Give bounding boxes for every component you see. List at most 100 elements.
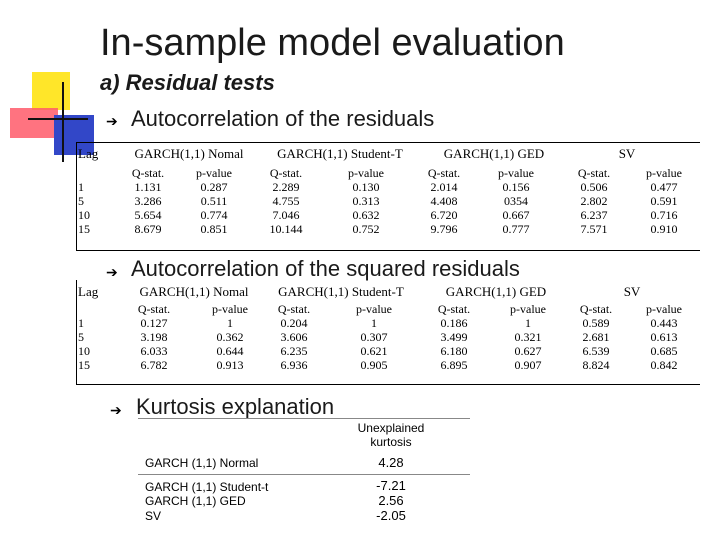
bullet-arrow-icon: ➔ [106,264,118,280]
value-cell: 2.802 [580,194,608,208]
lag-cell: 5 [78,330,84,344]
subheader-cell: p-value [196,166,232,180]
value-cell: 2.681 [582,330,610,344]
value-cell: 6.033 [140,344,168,358]
value-cell: 0.613 [650,330,678,344]
value-cell: 3.499 [440,330,468,344]
kurtosis-model-label: GARCH (1,1) Student-t [145,480,269,494]
decor-vertical-line [62,82,64,162]
value-cell: 1 [227,316,233,330]
value-cell: 7.046 [272,208,300,222]
value-cell: 0.321 [514,330,542,344]
kurtosis-divider [138,474,470,475]
table-row: 15 8.679 0.851 10.144 0.752 9.796 0.777 7.571 0.… [76,222,700,236]
subheader-row: Q-stat. p-value Q-stat. p-value Q-stat. p-val… [76,166,700,180]
value-cell: 0.130 [352,180,380,194]
table-row: 1 0.127 1 0.204 1 0.186 1 0.589 0.443 [76,316,700,330]
lag-cell: 1 [78,316,84,330]
lag-cell: 15 [78,222,90,236]
value-cell: 3.198 [140,330,168,344]
bullet-kurtosis: Kurtosis explanation [136,394,335,419]
kurtosis-value: 2.56 [378,493,404,508]
value-cell: 9.796 [430,222,458,236]
value-cell: 0.511 [200,194,228,208]
value-cell: 0.910 [650,222,678,236]
value-cell: 7.571 [580,222,608,236]
table-row: 15 6.782 0.913 6.936 0.905 6.895 0.907 8.824 0.8… [76,358,700,372]
table-left-rule [76,280,77,385]
bullet-arrow-icon: ➔ [106,113,118,129]
kurtosis-value: 4.28 [378,455,404,470]
lag-cell: 10 [78,344,90,358]
subheader-cell: Q-stat. [137,302,171,316]
squared-residuals-table: Lag GARCH(1,1) Nomal GARCH(1,1) Student-… [76,280,700,386]
model-header: GARCH(1,1) Nomal [134,146,244,161]
model-header: GARCH(1,1) GED [445,284,547,299]
value-cell: 2.289 [272,180,300,194]
subheader-cell: p-value [646,302,682,316]
value-cell: 0.907 [514,358,542,372]
value-cell: 0.644 [216,344,244,358]
subheader-cell: Q-stat. [427,166,461,180]
table-row: 1 1.131 0.287 2.289 0.130 2.014 0.156 0.506 0.47… [76,180,700,194]
value-cell: 0.774 [200,208,228,222]
value-cell: 1 [525,316,531,330]
value-cell: 0.913 [216,358,244,372]
value-cell: 0.589 [582,316,610,330]
value-cell: 3.286 [134,194,162,208]
lag-cell: 1 [78,180,84,194]
value-cell: 6.237 [580,208,608,222]
bullet-arrow-icon: ➔ [110,402,122,418]
model-header: SV [618,146,636,161]
value-cell: 5.654 [134,208,162,222]
value-cell: 0.632 [352,208,380,222]
table-row: 10 6.033 0.644 6.235 0.621 6.180 0.627 6.539 0.6… [76,344,700,358]
value-cell: 0.716 [650,208,678,222]
value-cell: 2.014 [430,180,458,194]
value-cell: 0.127 [140,316,168,330]
kurtosis-value: -7.21 [376,478,406,493]
subheader-cell: Q-stat. [579,302,613,316]
bullet-residuals: Autocorrelation of the residuals [131,106,435,131]
value-cell: 6.720 [430,208,458,222]
table-row: 5 3.198 0.362 3.606 0.307 3.499 0.321 2.681 0.61… [76,330,700,344]
subheader-cell: p-value [356,302,392,316]
value-cell: 6.936 [280,358,308,372]
subheader-row: Q-stat. p-value Q-stat. p-value Q-stat. p-val… [76,302,700,316]
value-cell: 0.667 [502,208,530,222]
value-cell: 0.186 [440,316,468,330]
table-bottom-rule [76,250,700,251]
value-cell: 0.685 [650,344,678,358]
value-cell: 0.621 [360,344,388,358]
lag-header: Lag [78,146,99,161]
value-cell: 0.156 [502,180,530,194]
subheader-cell: p-value [212,302,248,316]
value-cell: 0.905 [360,358,388,372]
slide-title: In-sample model evaluation [100,22,565,64]
subheader-cell: p-value [646,166,682,180]
bullet-squared-residuals: Autocorrelation of the squared residuals [131,256,520,281]
value-cell: 6.895 [440,358,468,372]
value-cell: 0354 [504,194,528,208]
value-cell: 10.144 [269,222,303,236]
kurtosis-frame [138,418,470,529]
kurtosis-model-label: GARCH (1,1) Normal [145,456,259,470]
value-cell: 0.477 [650,180,678,194]
decor-red-square [10,108,58,138]
kurtosis-model-label: GARCH (1,1) GED [145,494,246,508]
value-cell: 0.362 [216,330,244,344]
value-cell: 0.506 [580,180,608,194]
value-cell: 0.752 [352,222,380,236]
model-header: GARCH(1,1) Student-T [278,284,404,299]
kurtosis-value: -2.05 [376,508,406,523]
value-cell: 1.131 [134,180,162,194]
subheader-cell: Q-stat. [437,302,471,316]
value-cell: 0.591 [650,194,678,208]
value-cell: 0.287 [200,180,228,194]
value-cell: 8.824 [582,358,610,372]
value-cell: 6.782 [140,358,168,372]
value-cell: 0.842 [650,358,678,372]
lag-cell: 5 [78,194,84,208]
value-cell: 0.443 [650,316,678,330]
decor-horizontal-line [28,118,88,120]
